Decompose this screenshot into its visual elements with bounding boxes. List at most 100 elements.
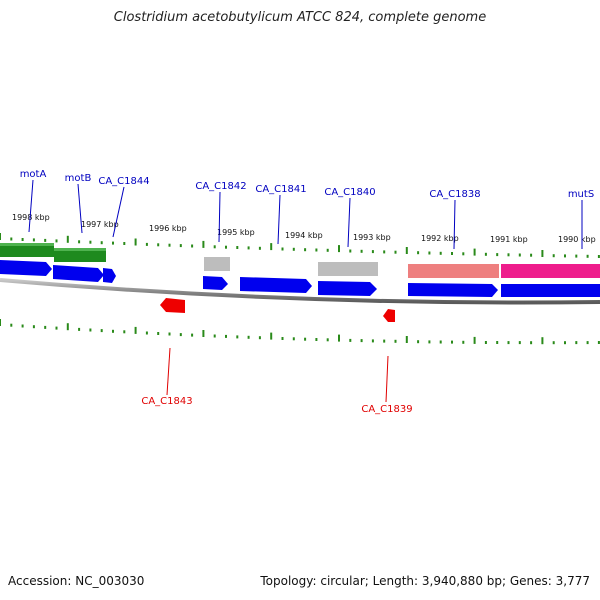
inner-tick (179, 333, 182, 337)
leader-line (28, 179, 34, 233)
forward-cds-arrow[interactable] (501, 284, 600, 297)
outer-tick (541, 250, 544, 257)
outer-tick (281, 247, 284, 251)
inner-tick (10, 323, 13, 327)
outer-tick (597, 255, 600, 258)
outer-tick (247, 246, 250, 250)
genome-stats-text: Topology: circular; Length: 3,940,880 bp… (260, 574, 590, 588)
outer-tick (428, 251, 431, 255)
inner-tick (258, 336, 261, 340)
outer-tick (530, 253, 533, 257)
leader-line (277, 194, 281, 245)
outer-tick (123, 242, 126, 245)
feature-bar-green[interactable] (0, 243, 54, 257)
outer-tick-track (0, 233, 600, 258)
outer-tick (552, 254, 555, 258)
inner-tick (451, 340, 453, 344)
gene-label: CA_C1842 (195, 181, 246, 192)
inner-tick (157, 332, 160, 335)
outer-tick (157, 243, 160, 247)
kbp-label: 1997 kbp (81, 220, 119, 229)
forward-cds-arrow[interactable] (103, 268, 116, 283)
forward-cds-arrow[interactable] (318, 281, 377, 296)
gene-label: CA_C1843 (141, 396, 192, 407)
outer-tick (55, 239, 58, 243)
kbp-label: 1995 kbp (217, 228, 255, 237)
forward-cds-arrow[interactable] (203, 276, 228, 290)
leader-line (218, 191, 221, 243)
outer-tick (168, 243, 171, 247)
feature-bar-gray[interactable] (318, 262, 378, 276)
accession-text: Accession: NC_003030 (8, 574, 145, 588)
kbp-label: 1996 kbp (149, 224, 187, 233)
outer-tick (100, 241, 103, 245)
inner-tick (270, 332, 273, 340)
outer-tick (179, 244, 182, 248)
leader-line (453, 199, 456, 250)
outer-tick (32, 238, 35, 242)
reverse-cds-arrow[interactable] (383, 309, 395, 322)
leader-line (166, 347, 171, 396)
outer-tick (134, 238, 137, 246)
inner-tick (371, 339, 374, 343)
outer-tick (89, 240, 92, 244)
outer-tick (10, 237, 13, 241)
inner-tick (100, 329, 103, 333)
inner-tick (55, 326, 58, 330)
outer-tick (78, 240, 81, 244)
inner-tick (304, 337, 307, 341)
feature-bar-green[interactable] (54, 248, 106, 262)
inner-tick-track (0, 319, 600, 345)
forward-cds-arrow[interactable] (0, 260, 52, 276)
outer-tick (304, 248, 307, 252)
outer-tick (451, 252, 453, 255)
feature-bar-gray[interactable] (204, 257, 230, 271)
gene-label-group: motA motB CA_C1844 CA_C1842 CA_C1841 CA_… (20, 169, 594, 415)
inner-tick (112, 329, 114, 333)
gene-label: CA_C1838 (429, 189, 480, 200)
inner-tick (349, 338, 352, 342)
inner-tick (66, 323, 69, 331)
inner-tick (236, 335, 239, 339)
outer-tick (417, 251, 420, 255)
outer-tick (112, 241, 114, 245)
outer-tick (236, 246, 239, 249)
outer-tick (349, 249, 352, 253)
outer-tick (383, 250, 386, 254)
inner-tick (213, 334, 216, 338)
inner-tick (383, 339, 386, 343)
kbp-label: 1998 kbp (12, 213, 50, 222)
outer-tick (270, 243, 273, 251)
figure-title: Clostridium acetobutylicum ATCC 824, com… (113, 10, 487, 25)
leader-line (347, 197, 351, 248)
inner-tick (428, 340, 431, 344)
outer-tick (44, 238, 47, 242)
forward-cds-arrow[interactable] (53, 265, 104, 282)
reverse-cds-arrow[interactable] (160, 298, 185, 313)
kbp-label-group: 1998 kbp 1997 kbp 1996 kbp 1995 kbp 1994… (12, 213, 596, 244)
outer-tick (21, 238, 24, 241)
outer-tick (360, 249, 363, 253)
feature-bar-pink[interactable] (501, 264, 600, 278)
inner-tick (575, 341, 578, 345)
feature-bar-green-highlight (0, 243, 54, 246)
forward-cds-arrow[interactable] (240, 277, 312, 293)
inner-tick (360, 339, 363, 343)
inner-tick (145, 331, 148, 335)
forward-cds-arrow[interactable] (408, 283, 498, 297)
kbp-label: 1990 kbp (558, 235, 596, 244)
outer-tick (0, 233, 1, 240)
inner-tick (484, 341, 487, 344)
gene-label: motA (20, 169, 47, 180)
outer-tick (66, 235, 69, 243)
kbp-label: 1994 kbp (285, 231, 323, 240)
feature-bar-salmon[interactable] (408, 264, 499, 278)
inner-tick (292, 337, 295, 341)
outer-tick (371, 250, 374, 254)
feature-bar-green-highlight (54, 248, 106, 251)
inner-tick (44, 325, 47, 329)
inner-tick (405, 336, 408, 343)
outer-tick (586, 254, 589, 258)
feature-track (0, 243, 600, 278)
